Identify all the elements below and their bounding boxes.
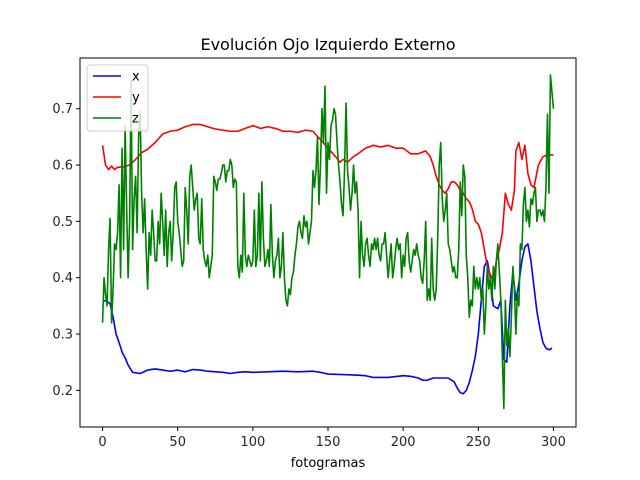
- legend-label-y: y: [132, 91, 140, 106]
- x-tick-label: 50: [169, 435, 186, 450]
- x-tick-label: 300: [541, 435, 566, 450]
- x-tick-label: 250: [466, 435, 491, 450]
- series-line-y: [101, 123, 554, 282]
- y-tick-label: 0.7: [52, 102, 73, 117]
- chart-title: Evolución Ojo Izquierdo Externo: [200, 35, 455, 54]
- legend-label-x: x: [132, 70, 140, 85]
- legend-box: [86, 64, 149, 132]
- y-tick-label: 0.2: [52, 384, 73, 399]
- x-tick-label: 150: [316, 435, 341, 450]
- plot-lines: [101, 74, 555, 410]
- y-tick-label: 0.4: [52, 271, 73, 286]
- y-tick-label: 0.5: [52, 215, 73, 230]
- x-tick-label: 100: [240, 435, 265, 450]
- y-tick-label: 0.6: [52, 159, 73, 174]
- x-tick-label: 200: [391, 435, 416, 450]
- legend-label-z: z: [132, 112, 139, 127]
- y-tick-label: 0.3: [52, 328, 73, 343]
- axis-ticks: 0 50 100 150 200 250 300 0.2 0.3 0.4 0.5 0.6 0.7: [52, 102, 566, 450]
- x-axis-label: fotogramas: [291, 456, 366, 471]
- series-line-z: [101, 74, 555, 410]
- legend: xyz: [86, 64, 149, 132]
- x-tick-label: 0: [98, 435, 106, 450]
